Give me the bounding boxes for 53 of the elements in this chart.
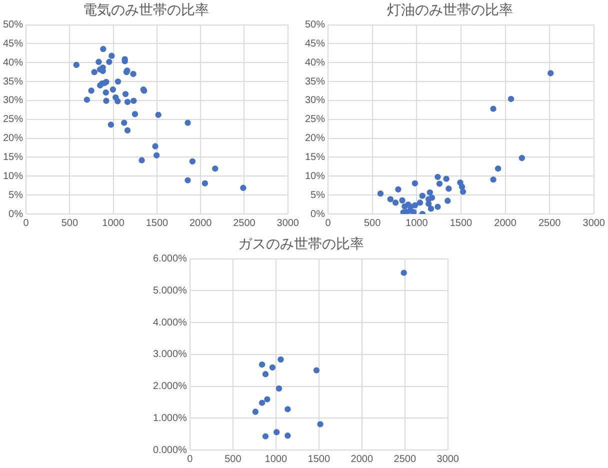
y-tick-label: 0%	[310, 208, 326, 220]
x-tick-label: 1500	[308, 454, 330, 465]
x-tick-label: 2500	[538, 218, 562, 229]
y-tick-label: 45%	[3, 38, 24, 50]
y-tick-label: 30%	[305, 95, 326, 106]
y-tick-label: 20%	[3, 133, 24, 144]
y-tick-label: 40%	[305, 57, 326, 68]
y-tick-label: 25%	[3, 114, 24, 126]
y-tick-label: 10%	[305, 170, 326, 182]
y-tick-label: 1.000%	[152, 412, 188, 424]
y-tick-label: 25%	[305, 114, 326, 126]
x-tick-label: 3000	[276, 218, 300, 229]
x-tick-label: 1500	[450, 218, 473, 229]
y-tick-label: 50%	[3, 20, 24, 31]
y-tick-label: 50%	[305, 20, 326, 31]
y-tick-label: 5%	[310, 190, 326, 201]
y-tick-label: 30%	[3, 95, 24, 106]
y-tick-label: 3.000%	[152, 349, 188, 360]
y-tick-label: 45%	[305, 38, 326, 50]
y-tick-label: 10%	[3, 170, 24, 182]
x-tick-label: 500	[224, 454, 242, 465]
x-tick-label: 3000	[436, 454, 460, 465]
y-tick-label: 40%	[3, 57, 24, 68]
y-tick-label: 0.000%	[152, 444, 188, 456]
y-tick-label: 15%	[305, 152, 326, 163]
y-tick-label: 15%	[3, 152, 24, 163]
x-tick-label: 0	[325, 218, 332, 229]
x-tick-label: 0	[187, 454, 194, 465]
x-tick-label: 2000	[494, 218, 517, 229]
x-tick-label: 500	[364, 218, 382, 229]
chart-title: 電気のみ世帯の比率	[83, 1, 209, 18]
y-tick-label: 6.000%	[152, 254, 188, 265]
x-tick-label: 2500	[394, 454, 416, 465]
y-tick-label: 4.000%	[152, 317, 188, 328]
y-tick-label: 5.000%	[152, 285, 188, 296]
y-tick-label: 0%	[8, 208, 24, 220]
x-tick-label: 1000	[102, 218, 125, 229]
x-tick-label: 1000	[406, 218, 428, 229]
x-tick-label: 2000	[350, 454, 374, 465]
x-tick-label: 3000	[582, 218, 606, 229]
chart-title: ガスのみ世帯の比率	[238, 235, 364, 252]
x-tick-label: 1500	[146, 218, 169, 229]
y-tick-label: 20%	[305, 133, 326, 144]
y-tick-label: 5%	[8, 190, 24, 201]
x-tick-label: 1000	[264, 454, 288, 465]
x-tick-label: 2000	[189, 218, 212, 229]
x-tick-label: 0	[23, 218, 30, 229]
y-tick-label: 35%	[3, 76, 24, 88]
chart-title: 灯油のみ世帯の比率	[387, 1, 513, 18]
x-tick-label: 500	[61, 218, 78, 229]
x-tick-label: 2500	[233, 218, 256, 229]
y-tick-label: 35%	[305, 76, 326, 88]
y-tick-label: 2.000%	[152, 381, 188, 392]
